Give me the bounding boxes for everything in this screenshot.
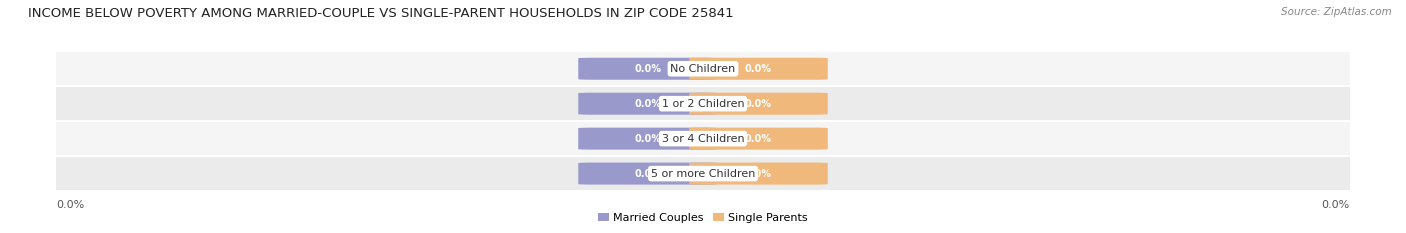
Text: INCOME BELOW POVERTY AMONG MARRIED-COUPLE VS SINGLE-PARENT HOUSEHOLDS IN ZIP COD: INCOME BELOW POVERTY AMONG MARRIED-COUPL… xyxy=(28,7,734,20)
Bar xyxy=(56,86,1350,121)
Text: 0.0%: 0.0% xyxy=(745,134,772,144)
FancyBboxPatch shape xyxy=(578,128,717,150)
Text: 0.0%: 0.0% xyxy=(56,200,84,210)
Text: 0.0%: 0.0% xyxy=(745,64,772,74)
Text: 0.0%: 0.0% xyxy=(634,64,661,74)
Text: Source: ZipAtlas.com: Source: ZipAtlas.com xyxy=(1281,7,1392,17)
Text: 0.0%: 0.0% xyxy=(634,99,661,109)
Legend: Married Couples, Single Parents: Married Couples, Single Parents xyxy=(593,209,813,227)
Text: 0.0%: 0.0% xyxy=(1322,200,1350,210)
Text: 3 or 4 Children: 3 or 4 Children xyxy=(662,134,744,144)
Text: 0.0%: 0.0% xyxy=(634,134,661,144)
Text: 1 or 2 Children: 1 or 2 Children xyxy=(662,99,744,109)
Text: 5 or more Children: 5 or more Children xyxy=(651,169,755,178)
Text: 0.0%: 0.0% xyxy=(745,99,772,109)
FancyBboxPatch shape xyxy=(689,163,828,185)
Text: 0.0%: 0.0% xyxy=(634,169,661,178)
FancyBboxPatch shape xyxy=(578,93,717,115)
FancyBboxPatch shape xyxy=(578,58,717,80)
FancyBboxPatch shape xyxy=(689,58,828,80)
FancyBboxPatch shape xyxy=(578,163,717,185)
Bar xyxy=(56,121,1350,156)
Bar xyxy=(56,156,1350,191)
FancyBboxPatch shape xyxy=(689,128,828,150)
Text: 0.0%: 0.0% xyxy=(745,169,772,178)
Bar xyxy=(56,51,1350,86)
FancyBboxPatch shape xyxy=(689,93,828,115)
Text: No Children: No Children xyxy=(671,64,735,74)
